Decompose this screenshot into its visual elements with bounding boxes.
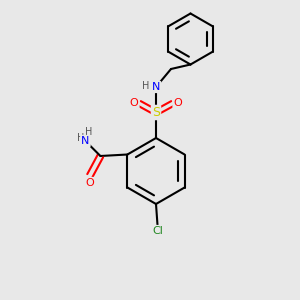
Text: S: S <box>152 106 160 119</box>
Text: O: O <box>173 98 182 109</box>
Text: Cl: Cl <box>152 226 163 236</box>
Text: O: O <box>130 98 139 109</box>
Text: H: H <box>77 133 85 143</box>
Text: O: O <box>85 178 94 188</box>
Text: N: N <box>152 82 160 92</box>
Text: N: N <box>81 136 90 146</box>
Text: H: H <box>142 80 149 91</box>
Text: H: H <box>85 127 92 137</box>
